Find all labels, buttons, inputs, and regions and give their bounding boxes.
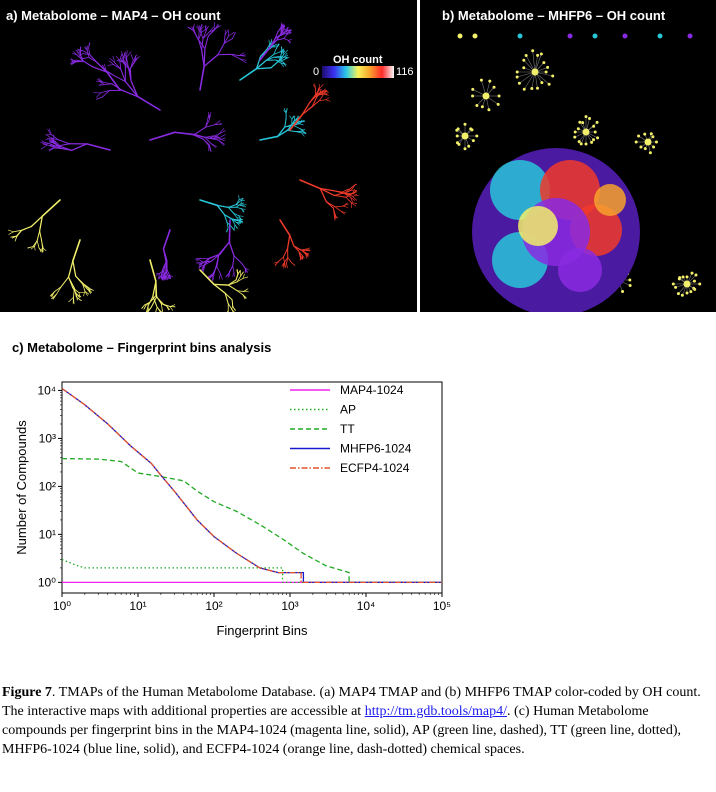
legend-label: MAP4-1024 [340, 383, 404, 397]
x-tick-label: 10⁵ [433, 599, 451, 613]
tmap-b-visualization [455, 33, 702, 316]
legend-label: TT [340, 422, 355, 436]
x-tick-label: 10¹ [129, 599, 146, 613]
panel-a-title: a) Metabolome – MAP4 – OH count [6, 8, 221, 23]
panel-b-tmap: b) Metabolome – MHFP6 – OH count [420, 0, 716, 316]
series-line-ap [61, 558, 442, 584]
y-axis-label: Number of Compounds [14, 420, 29, 555]
colorbar-max-label: 116 [396, 66, 414, 78]
tmap-a-visualization [7, 21, 359, 320]
panel-a-tmap: a) Metabolome – MAP4 – OH count OH count… [0, 0, 417, 320]
colorbar-title: OH count [333, 54, 383, 66]
y-tick-label: 10⁰ [38, 575, 56, 589]
legend-label: ECFP4-1024 [340, 461, 410, 475]
legend-label: AP [340, 403, 356, 417]
x-tick-label: 10² [205, 599, 222, 613]
y-tick-label: 10³ [39, 431, 56, 445]
caption-text-1: . TMAPs of the Human Metabolome Database… [2, 685, 701, 719]
y-tick-label: 10¹ [39, 527, 56, 541]
x-tick-label: 10³ [281, 599, 298, 613]
panel-c-title: c) Metabolome – Fingerprint bins analysi… [12, 340, 272, 355]
series-line-mhfp6-1024 [61, 387, 442, 584]
fingerprint-bins-chart: 10⁰ 10¹ 10² 10³ 10⁴ 10⁵ 10⁰ 10¹ 10² 10³ 10⁴ Fingerp… [14, 381, 451, 638]
x-tick-label: 10⁴ [357, 599, 376, 613]
figure-caption: Figure 7. TMAPs of the Human Metabolome … [2, 683, 714, 759]
plot-frame [61, 381, 443, 594]
map4-link[interactable]: http://tm.gdb.tools/map4/ [364, 704, 508, 719]
colorbar-min-label: 0 [313, 66, 320, 78]
x-tick-label: 10⁰ [53, 599, 71, 613]
legend-label: MHFP6-1024 [340, 442, 412, 456]
y-tick-label: 10⁴ [37, 383, 56, 397]
series-line-ecfp4-1024 [61, 387, 442, 584]
colorbar [322, 66, 394, 78]
x-axis-label: Fingerprint Bins [216, 623, 308, 638]
panel-b-title: b) Metabolome – MHFP6 – OH count [442, 8, 666, 23]
caption-text-2: . (c) Human Metabolome compounds per fin… [2, 704, 681, 757]
series-line-tt [61, 457, 442, 584]
figure-label: Figure 7 [2, 685, 52, 700]
y-tick-label: 10² [39, 479, 56, 493]
